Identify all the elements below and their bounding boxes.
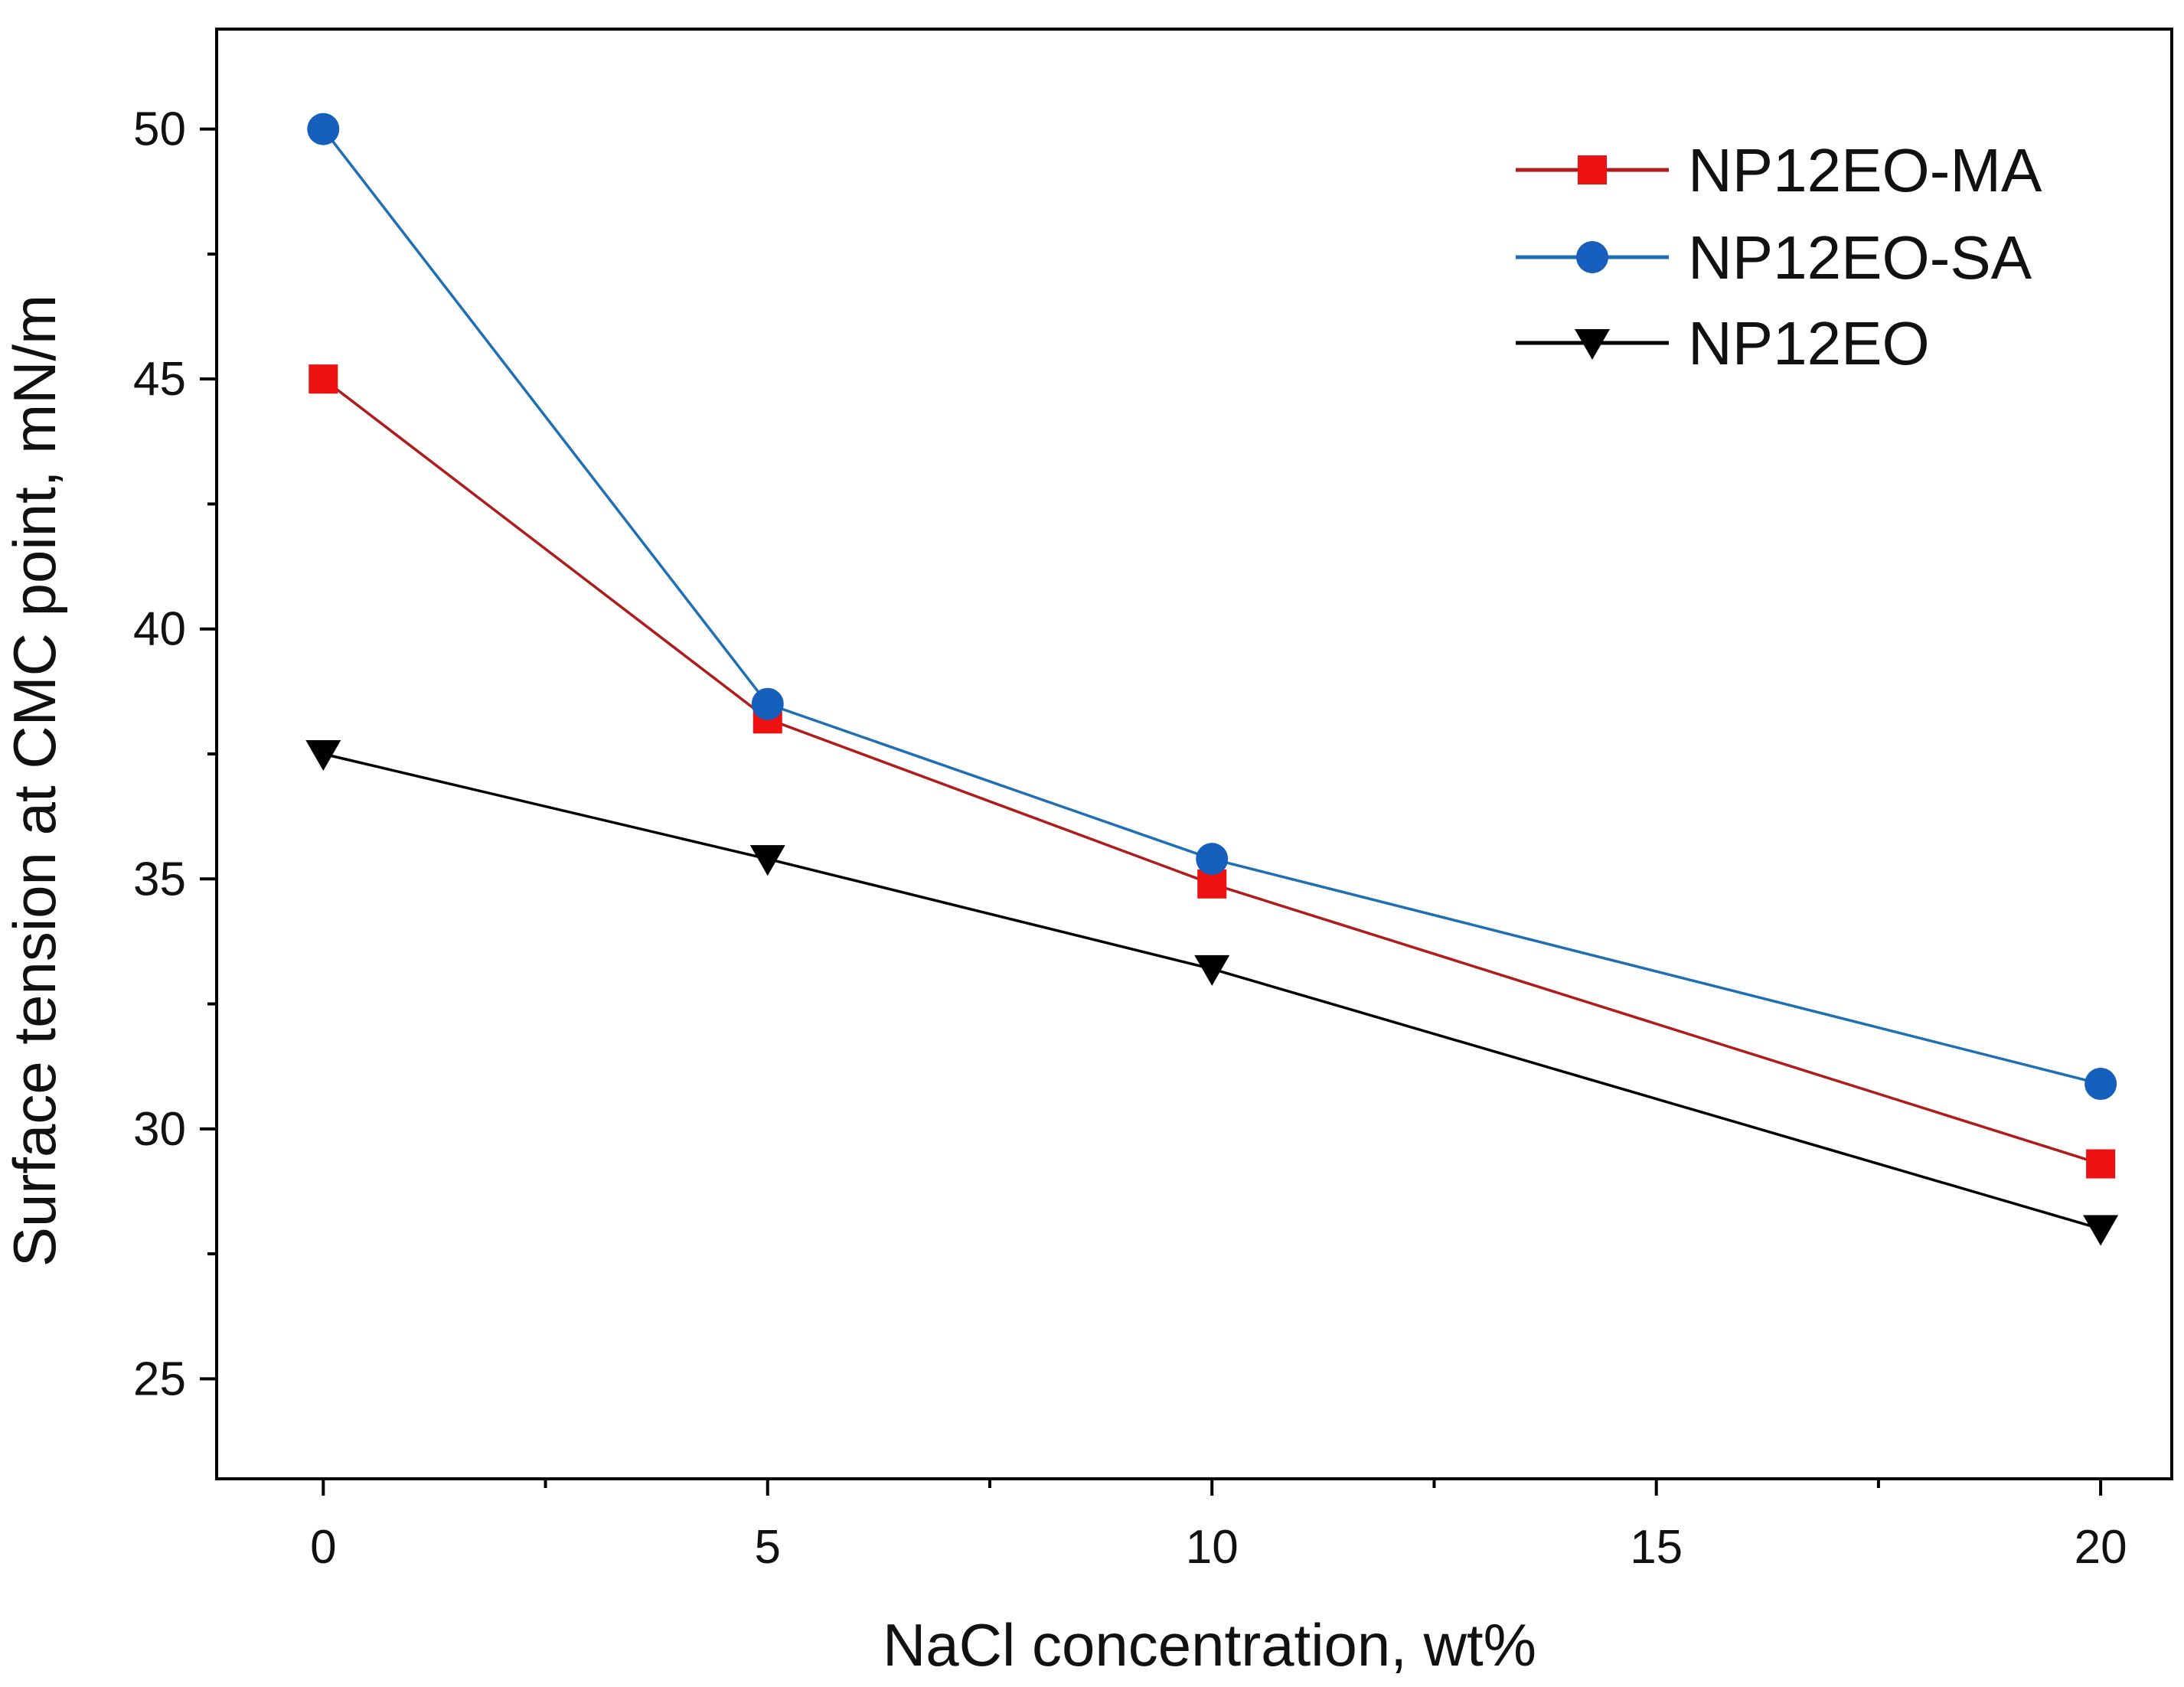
data-point-np12eo-sa [751, 687, 784, 720]
x-axis-title: NaCl concentration, wt% [883, 1611, 1536, 1679]
data-point-np12eo-sa [1196, 843, 1229, 876]
data-point-np12eo-ma [309, 364, 338, 394]
y-tick-label: 45 [133, 353, 186, 406]
legend-label-np12eo-ma: NP12EO-MA [1688, 136, 2042, 204]
data-point-np12eo-sa [2084, 1068, 2117, 1101]
y-axis-ticks: 25 30 35 40 45 50 [133, 103, 217, 1405]
series-line-np12eo-ma [322, 377, 2101, 1166]
data-point-np12eo-sa [307, 113, 340, 145]
x-tick-label: 0 [310, 1521, 336, 1574]
data-point-np12eo [1194, 954, 1230, 986]
y-tick-label: 40 [133, 603, 186, 656]
legend-item-np12eo-ma: NP12EO-MA [1516, 136, 2042, 204]
data-point-np12eo [2083, 1215, 2119, 1246]
y-tick-label: 30 [133, 1103, 186, 1156]
x-tick-label: 20 [2075, 1521, 2127, 1574]
x-tick-label: 10 [1186, 1521, 1239, 1574]
data-point-np12eo-ma [2086, 1149, 2116, 1179]
legend-item-np12eo-sa: NP12EO-SA [1516, 224, 2032, 292]
series-np12eo-sa [307, 113, 2117, 1101]
legend-label-np12eo-sa: NP12EO-SA [1688, 224, 2032, 292]
series-layer [305, 113, 2119, 1246]
legend-marker-np12eo [1575, 329, 1610, 360]
y-tick-label: 25 [133, 1353, 186, 1405]
y-tick-label: 50 [133, 103, 186, 156]
series-line-np12eo [322, 752, 2101, 1231]
legend-marker-np12eo-ma [1578, 155, 1607, 184]
y-tick-label: 35 [133, 853, 186, 905]
legend-label-np12eo: NP12EO [1688, 309, 1930, 377]
legend: NP12EO-MA NP12EO-SA NP12EO [1516, 136, 2042, 377]
x-axis-ticks: 0 5 10 15 20 [310, 1479, 2127, 1574]
series-np12eo-ma [309, 364, 2116, 1179]
x-tick-label: 5 [755, 1521, 781, 1574]
y-axis-title: Surface tension at CMC point, mN/m [1, 295, 68, 1267]
series-line-np12eo-sa [322, 128, 2101, 1085]
data-point-np12eo [749, 845, 785, 876]
data-point-np12eo [305, 740, 341, 771]
legend-marker-np12eo-sa [1576, 241, 1608, 273]
x-tick-label: 15 [1630, 1521, 1683, 1574]
series-np12eo [305, 740, 2119, 1246]
legend-item-np12eo: NP12EO [1516, 309, 1930, 377]
